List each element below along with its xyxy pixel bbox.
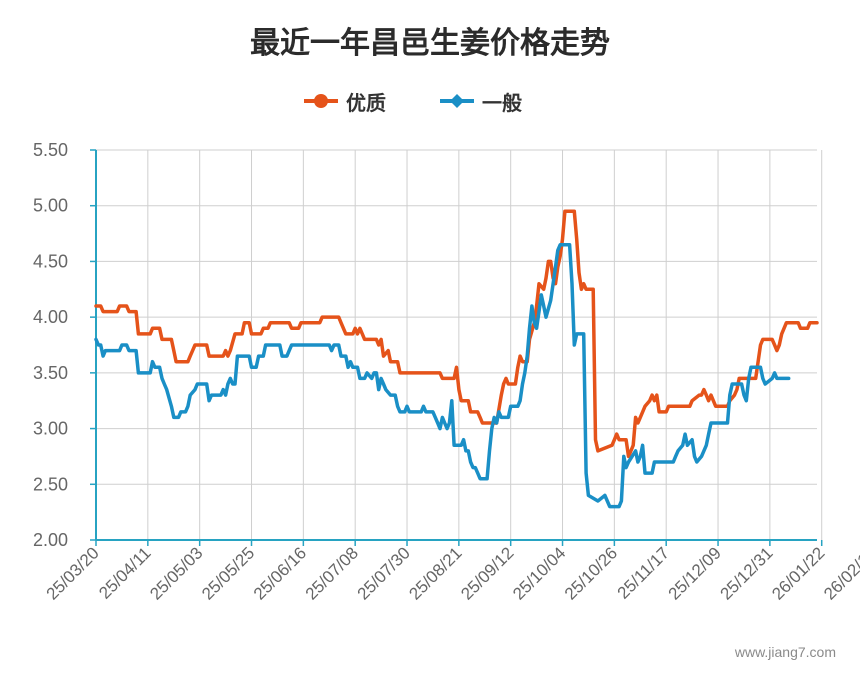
x-tick-label: 25/10/26 <box>561 543 621 603</box>
x-tick-label: 25/06/16 <box>250 543 310 603</box>
x-tick-label: 25/12/31 <box>716 543 776 603</box>
series-line-youzhi <box>94 209 819 459</box>
x-tick-label: 26/01/22 <box>768 543 828 603</box>
legend-marker-yiban <box>440 94 474 108</box>
y-tick-label: 5.00 <box>33 196 68 216</box>
y-tick-label: 4.00 <box>33 307 68 327</box>
legend-label-yiban: 一般 <box>482 90 522 115</box>
series-line-yiban <box>94 242 791 509</box>
x-tick-label: 25/03/20 <box>43 543 103 603</box>
legend-item-youzhi[interactable]: 优质 <box>302 86 386 116</box>
chart-title: 最近一年昌邑生姜价格走势 <box>250 26 610 61</box>
x-tick-label: 25/05/03 <box>146 543 206 603</box>
x-tick-label: 25/10/04 <box>509 543 569 603</box>
y-tick-label: 2.50 <box>33 474 68 494</box>
legend-marker-youzhi <box>304 94 338 108</box>
y-tick-label: 3.50 <box>33 363 68 383</box>
x-tick-label: 25/09/12 <box>457 543 517 603</box>
y-tick-label: 5.50 <box>33 140 68 160</box>
legend-item-yiban[interactable]: 一般 <box>438 86 522 116</box>
x-tick-label: 25/11/17 <box>614 543 673 602</box>
y-tick-label: 3.00 <box>33 419 68 439</box>
x-tick-label: 25/12/09 <box>665 543 725 603</box>
x-tick-label: 25/08/21 <box>405 543 465 603</box>
y-tick-label: 2.00 <box>33 530 68 550</box>
watermark: www.jiang7.com <box>734 644 836 660</box>
legend-label-youzhi: 优质 <box>346 90 386 115</box>
x-tick-label: 26/02/13 <box>820 543 860 603</box>
y-tick-label: 4.50 <box>33 251 68 271</box>
x-tick-label: 25/07/08 <box>302 543 362 603</box>
x-tick-label: 25/05/25 <box>198 543 258 603</box>
x-tick-label: 25/04/11 <box>95 543 154 602</box>
x-tick-label: 25/07/30 <box>354 543 414 603</box>
chart-legend: 优质 一般 <box>0 86 860 116</box>
